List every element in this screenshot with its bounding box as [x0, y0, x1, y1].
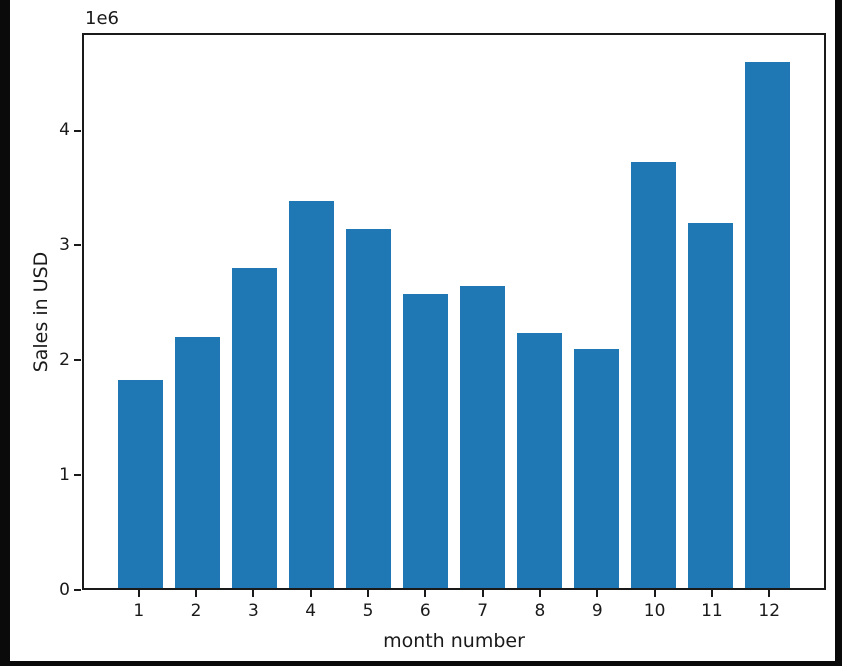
bar-month-1 [117, 380, 164, 588]
bar-month-9 [573, 348, 620, 588]
x-tick-label-5: 5 [362, 601, 374, 621]
bar-month-10 [630, 161, 677, 588]
x-tick-label-11: 11 [701, 601, 723, 621]
x-axis-label: month number [383, 630, 525, 652]
y-tick-label-0: 0 [59, 579, 70, 600]
y-tick-label-1: 1 [59, 464, 70, 485]
y-tick-mark-4 [74, 129, 81, 132]
x-tick-mark-3 [252, 590, 255, 597]
x-tick-label-12: 12 [758, 601, 781, 621]
x-tick-label-8: 8 [534, 601, 546, 621]
y-tick-label-3: 3 [59, 234, 70, 255]
x-tick-label-7: 7 [477, 601, 489, 621]
x-tick-label-9: 9 [591, 601, 603, 621]
x-tick-label-3: 3 [247, 601, 259, 621]
bar-month-6 [402, 293, 449, 588]
bar-month-11 [687, 223, 734, 588]
x-tick-mark-1 [137, 590, 140, 597]
x-tick-mark-8 [538, 590, 541, 597]
bar-month-7 [459, 285, 506, 588]
y-tick-mark-1 [74, 474, 81, 477]
x-tick-label-4: 4 [305, 601, 317, 621]
x-tick-mark-12 [768, 590, 771, 597]
bar-month-12 [744, 62, 791, 588]
y-tick-label-4: 4 [59, 120, 70, 141]
x-tick-mark-4 [309, 590, 312, 597]
y-tick-mark-0 [74, 589, 81, 591]
y-axis-offset-text: 1e6 [85, 8, 119, 29]
x-tick-mark-6 [424, 590, 427, 597]
x-tick-label-1: 1 [133, 601, 145, 621]
y-tick-mark-2 [74, 359, 81, 362]
x-tick-label-10: 10 [643, 601, 666, 621]
bar-month-2 [174, 337, 221, 588]
plot-area [82, 33, 826, 590]
bar-month-5 [345, 228, 392, 588]
y-tick-mark-3 [74, 244, 81, 247]
x-tick-mark-2 [195, 590, 198, 597]
bar-month-4 [288, 201, 335, 588]
bar-month-8 [516, 332, 563, 588]
x-tick-mark-9 [596, 590, 599, 597]
x-tick-label-2: 2 [190, 601, 202, 621]
x-tick-mark-5 [367, 590, 370, 597]
x-tick-mark-10 [653, 590, 656, 597]
x-tick-mark-7 [481, 590, 484, 597]
bar-month-3 [231, 267, 278, 588]
y-tick-label-2: 2 [59, 349, 70, 370]
x-tick-mark-11 [710, 590, 713, 597]
x-tick-label-6: 6 [419, 601, 431, 621]
